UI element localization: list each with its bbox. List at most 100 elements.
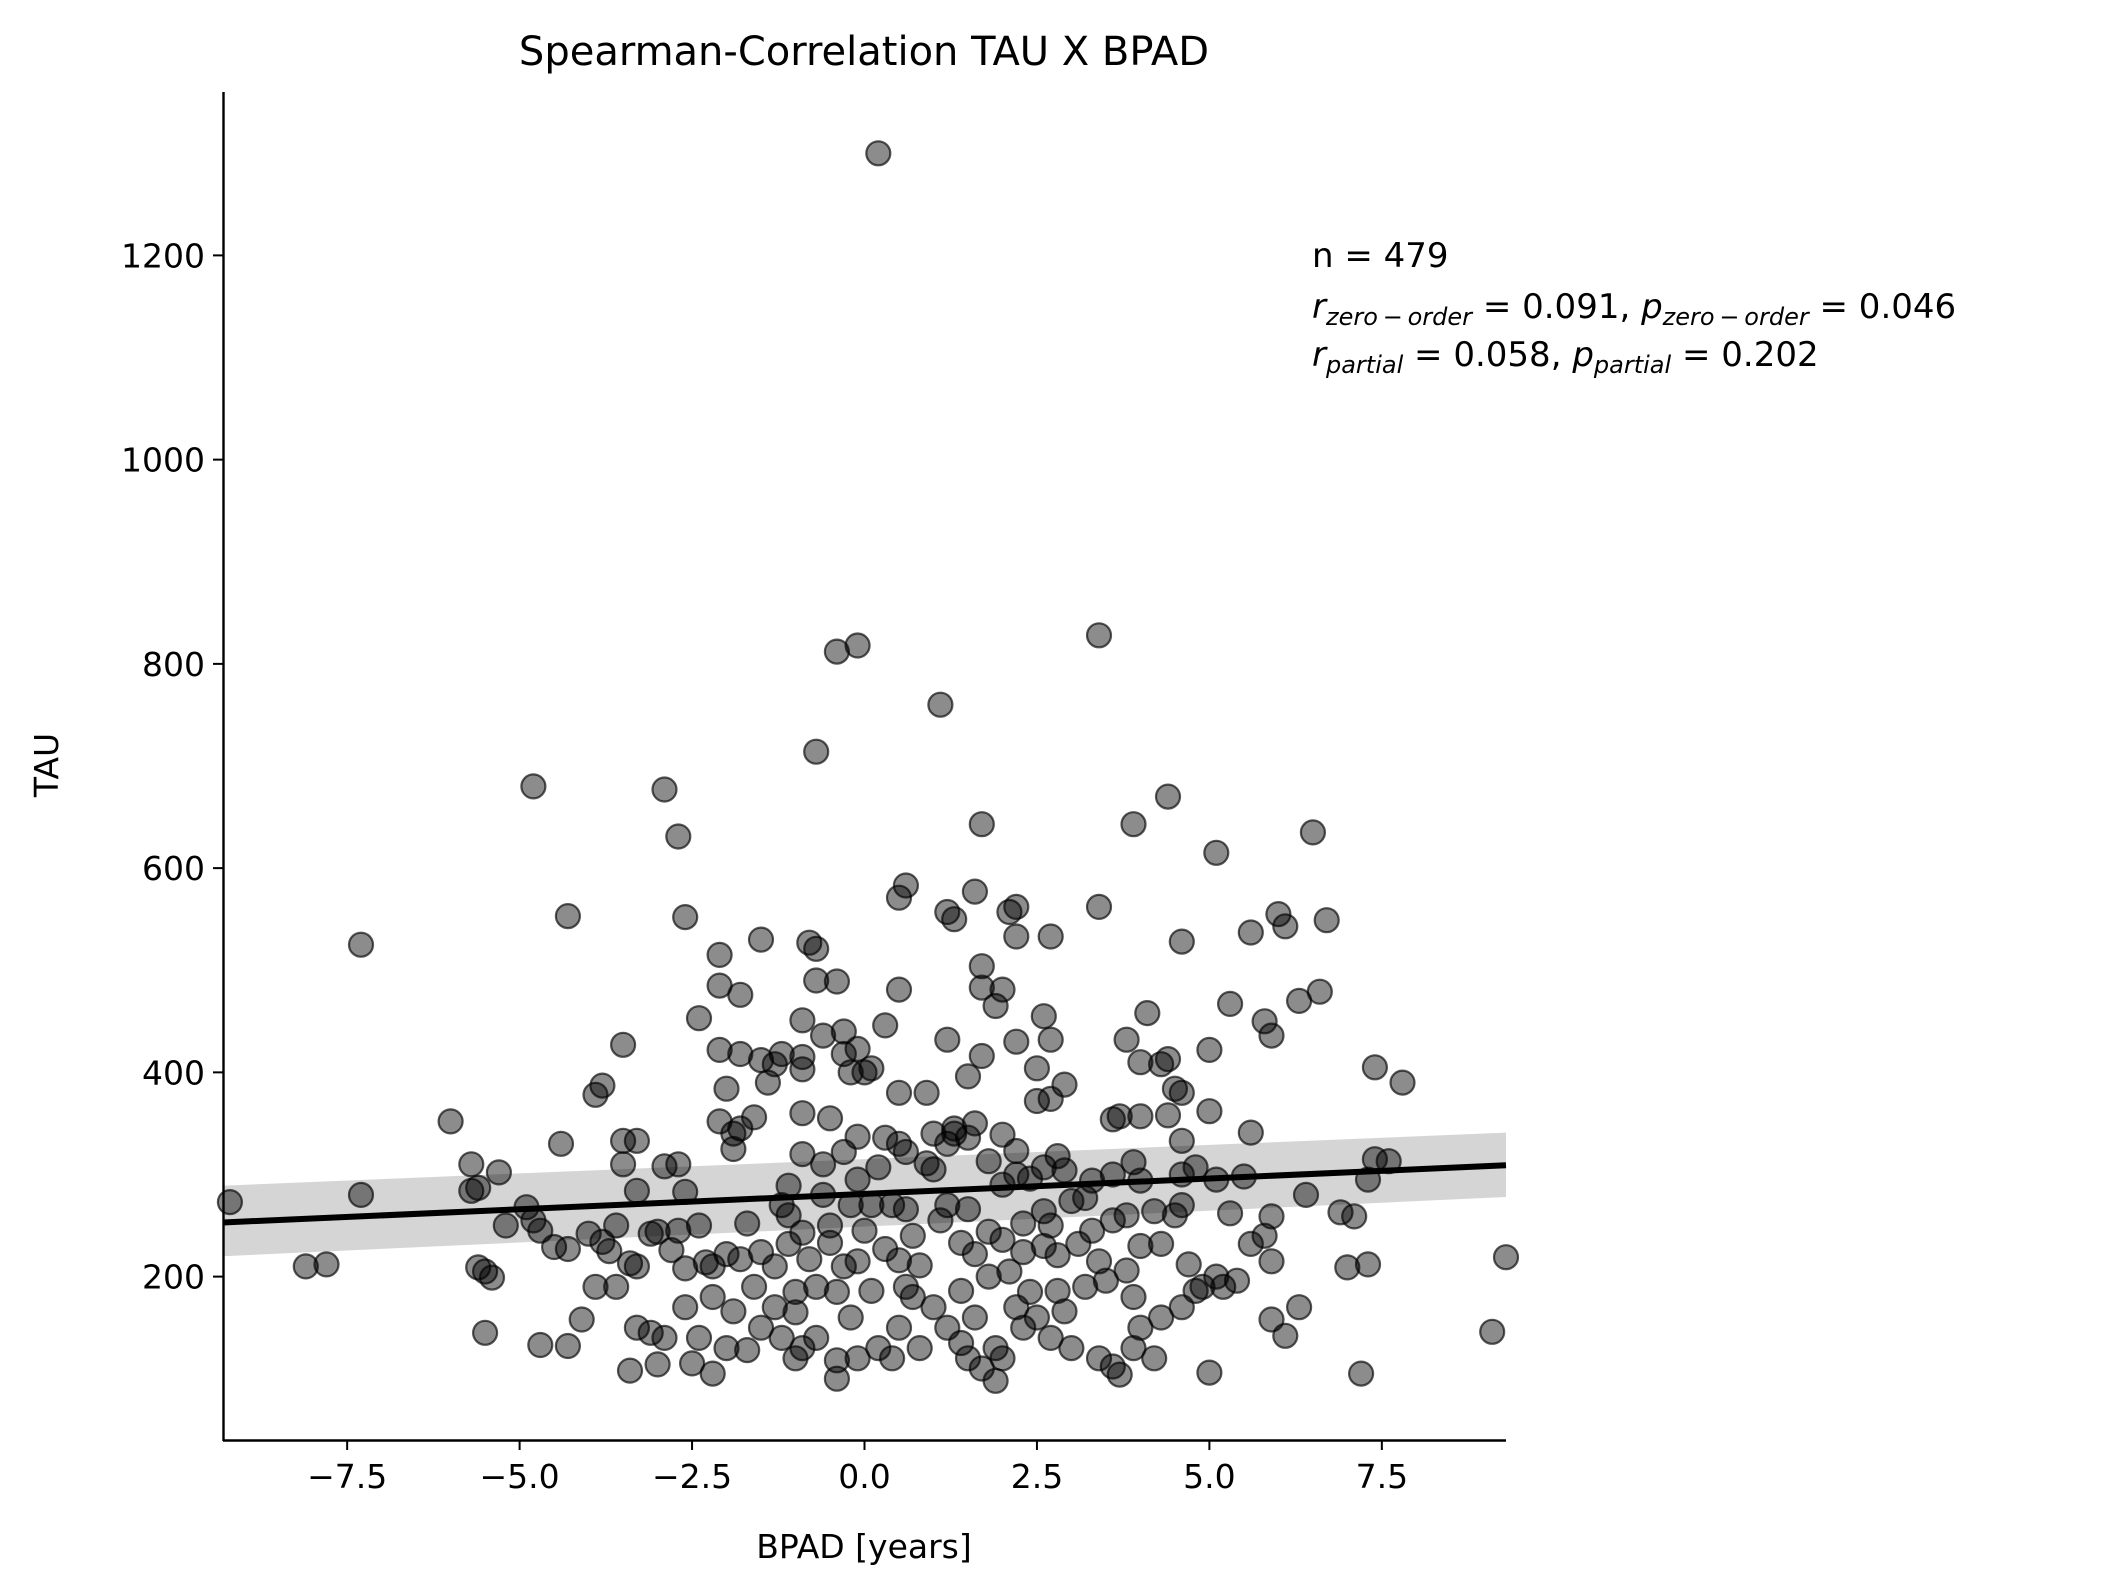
data-point (1113, 1026, 1140, 1053)
data-point (1099, 1207, 1126, 1234)
data-point (782, 1345, 809, 1372)
data-point (1189, 1273, 1216, 1300)
data-point (478, 1264, 506, 1291)
data-point (1196, 1036, 1223, 1064)
data-point (1203, 1263, 1230, 1290)
data-point (672, 1255, 699, 1282)
data-point (775, 1230, 802, 1258)
data-point (775, 1202, 802, 1229)
data-point (892, 1196, 920, 1223)
x-axis-label: BPAD [years] (756, 1527, 971, 1566)
data-point (747, 1314, 775, 1341)
y-tick-label: 1200 (121, 236, 205, 275)
data-point (603, 1273, 630, 1300)
data-point (899, 1222, 926, 1249)
data-point (789, 1007, 816, 1034)
data-point (458, 1151, 485, 1178)
data-point (989, 1226, 1016, 1253)
data-point (789, 1100, 816, 1127)
data-point (947, 1277, 975, 1305)
data-point (1196, 1098, 1223, 1125)
data-point (885, 1314, 913, 1341)
data-point (347, 931, 375, 958)
data-point (1479, 1318, 1506, 1345)
data-point (347, 1181, 375, 1209)
data-point (216, 1188, 243, 1216)
data-point (1203, 839, 1230, 866)
data-point (437, 1108, 464, 1135)
data-point (1168, 1127, 1195, 1154)
data-point (830, 1138, 857, 1166)
data-point (527, 1331, 554, 1359)
data-point (492, 1212, 519, 1239)
data-point (472, 1319, 499, 1346)
data-point (878, 1345, 906, 1372)
data-point (830, 1253, 857, 1280)
data-point (865, 1334, 892, 1362)
chart-title: Spearman-Correlation TAU X BPAD (519, 29, 1209, 75)
data-point (934, 1026, 961, 1053)
data-point (906, 1252, 933, 1279)
data-point (582, 1273, 609, 1300)
data-point (699, 1283, 726, 1311)
data-point (823, 638, 851, 665)
y-tick-label: 800 (142, 645, 205, 684)
data-point (1092, 1267, 1120, 1294)
data-point (1044, 1142, 1071, 1170)
data-point (927, 691, 954, 718)
data-point (789, 1140, 816, 1168)
data-point (1085, 1345, 1113, 1372)
data-points-layer (216, 140, 1520, 1394)
data-point (1285, 1294, 1313, 1321)
y-tick-label: 600 (142, 849, 205, 888)
data-point (1072, 1273, 1099, 1300)
data-point (1237, 919, 1264, 946)
data-point (1292, 1181, 1320, 1209)
data-point (706, 1036, 733, 1064)
data-point (954, 1196, 982, 1223)
data-point (720, 1135, 747, 1163)
data-point (858, 1055, 885, 1082)
data-point (651, 776, 678, 803)
data-point (1058, 1334, 1085, 1362)
annotation-partial: rpartial = 0.058, ppartial = 0.202 (1312, 335, 1819, 379)
data-point (1389, 1069, 1416, 1096)
data-point (968, 811, 995, 838)
data-point (1037, 923, 1064, 950)
data-point (685, 1212, 713, 1239)
data-point (672, 1294, 699, 1321)
data-point (1085, 622, 1113, 649)
data-point (1037, 1026, 1064, 1053)
data-point (961, 1240, 989, 1268)
data-point (968, 953, 995, 980)
data-point (1030, 1198, 1057, 1225)
data-point (837, 1304, 864, 1331)
data-point (782, 1278, 809, 1306)
data-point (1113, 1202, 1140, 1229)
data-point (885, 884, 913, 911)
x-tick-label: −2.5 (652, 1457, 732, 1496)
data-point (1251, 1008, 1278, 1035)
data-point (1085, 893, 1113, 921)
data-point (313, 1251, 340, 1278)
data-point (623, 1314, 651, 1341)
data-point (837, 1059, 864, 1086)
data-point (816, 1212, 844, 1239)
data-point (961, 878, 989, 905)
data-point (1216, 990, 1244, 1018)
data-point (927, 1207, 954, 1234)
data-point (1010, 1238, 1037, 1266)
data-point (761, 1294, 788, 1321)
data-point (1127, 1232, 1154, 1260)
data-point (1141, 1198, 1168, 1225)
data-point (989, 1345, 1016, 1372)
data-point (989, 976, 1016, 1003)
data-point (982, 1367, 1009, 1394)
data-point (1272, 1322, 1299, 1349)
data-point (1030, 1232, 1057, 1260)
x-tick-label: −7.5 (307, 1457, 387, 1496)
data-point (851, 1217, 878, 1244)
data-point (844, 632, 871, 659)
data-point (796, 1246, 823, 1273)
